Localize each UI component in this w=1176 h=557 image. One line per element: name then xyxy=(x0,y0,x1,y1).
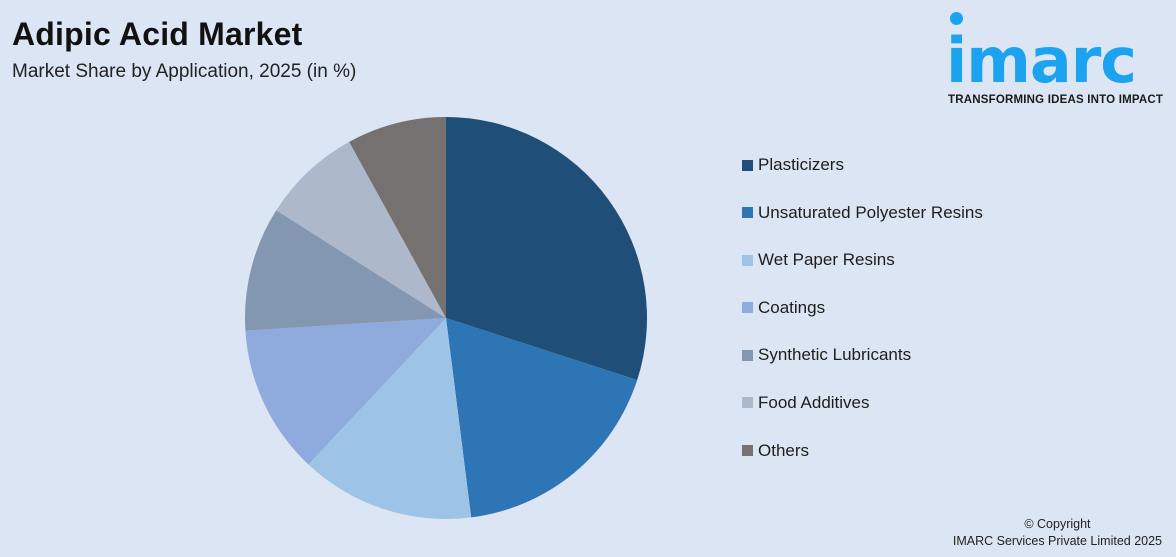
legend-label: Synthetic Lubricants xyxy=(758,345,912,365)
chart-subtitle: Market Share by Application, 2025 (in %) xyxy=(12,61,357,82)
copyright-line-1: © Copyright xyxy=(1024,517,1091,531)
pie-slice-wet-paper-resins xyxy=(308,318,472,519)
copyright-notice: © Copyright IMARC Services Private Limit… xyxy=(953,516,1162,550)
legend-item-plasticizers: Plasticizers xyxy=(742,153,983,177)
legend-item-others: Others xyxy=(742,439,983,463)
pie-slice-others xyxy=(349,117,446,318)
legend-swatch-icon xyxy=(742,302,753,314)
chart-legend: Plasticizers Unsaturated Polyester Resin… xyxy=(742,153,983,486)
legend-item-wet-paper-resins: Wet Paper Resins xyxy=(742,248,983,272)
legend-label: Coatings xyxy=(758,297,826,317)
copyright-line-2: IMARC Services Private Limited 2025 xyxy=(952,534,1162,548)
legend-item-synthetic-lubricants: Synthetic Lubricants xyxy=(742,343,983,367)
logo-wordmark: imarc xyxy=(946,24,1137,97)
pie-slice-coatings xyxy=(245,318,446,465)
legend-swatch-icon xyxy=(742,207,753,219)
legend-label: Plasticizers xyxy=(758,155,844,174)
legend-swatch-icon xyxy=(742,445,753,457)
legend-label: Unsaturated Polyester Resins xyxy=(758,202,983,222)
pie-slice-synthetic-lubricants xyxy=(245,210,446,331)
legend-swatch-icon xyxy=(742,397,753,409)
legend-swatch-icon xyxy=(742,349,753,361)
imarc-logo: imarc TRANSFORMING IDEAS INTO IMPACT xyxy=(946,10,1170,110)
pie-slice-plasticizers xyxy=(446,117,647,381)
pie-chart-svg xyxy=(245,117,647,519)
legend-swatch-icon xyxy=(742,254,753,266)
logo-tagline: TRANSFORMING IDEAS INTO IMPACT xyxy=(948,94,1164,106)
legend-item-food-additives: Food Additives xyxy=(742,391,983,415)
logo-dot-icon xyxy=(950,12,963,25)
pie-slice-unsaturated-polyester-resins xyxy=(446,318,638,518)
legend-item-unsaturated-polyester-resins: Unsaturated Polyester Resins xyxy=(742,201,983,225)
legend-item-coatings: Coatings xyxy=(742,296,983,320)
pie-chart xyxy=(244,116,648,520)
legend-swatch-icon xyxy=(742,159,753,171)
chart-title: Adipic Acid Market xyxy=(12,16,303,52)
legend-label: Wet Paper Resins xyxy=(758,250,895,270)
pie-slice-food-additives xyxy=(276,141,446,318)
legend-label: Food Additives xyxy=(758,392,870,412)
legend-label: Others xyxy=(758,440,810,460)
